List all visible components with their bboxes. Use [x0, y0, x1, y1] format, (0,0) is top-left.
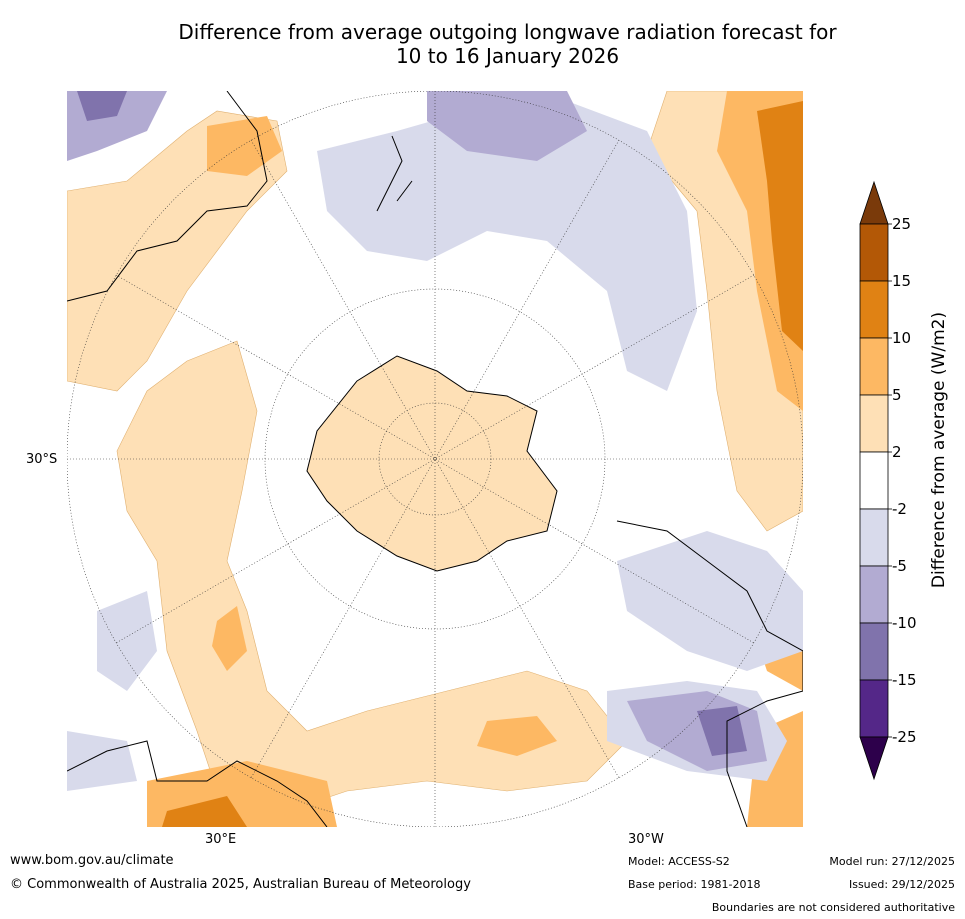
colorbar-tick-label: 5 — [892, 386, 902, 404]
colorbar-tick-label: 10 — [892, 329, 911, 347]
colorbar-swatch — [859, 508, 889, 567]
colorbar-ticks: 25 15 10 5 2 -2 -5 -10 -15 -25 — [888, 215, 917, 746]
colorbar-tick-label: 15 — [892, 272, 911, 290]
colorbar-swatches — [859, 180, 889, 781]
colorbar-swatch — [859, 622, 889, 681]
footer-model: Model: ACCESS-S2 — [628, 855, 730, 868]
colorbar-swatch — [859, 394, 889, 453]
footer-website: www.bom.gov.au/climate — [10, 853, 174, 868]
colorbar-swatch — [859, 451, 889, 510]
colorbar-label: Difference from average (W/m2) — [929, 312, 949, 588]
colorbar-extend-bottom — [859, 736, 889, 781]
footer-model-run: Model run: 27/12/2025 — [829, 855, 955, 868]
title-line-2: 10 to 16 January 2026 — [395, 44, 620, 68]
colorbar: 25 15 10 5 2 -2 -5 -10 -15 -25 Difference from av… — [859, 180, 949, 781]
colorbar-tick-label: -25 — [892, 728, 917, 746]
colorbar-swatch — [859, 337, 889, 396]
colorbar-swatch — [859, 280, 889, 339]
colorbar-tick-label: 2 — [892, 443, 902, 461]
chart-title: Difference from average outgoing longwav… — [0, 20, 965, 68]
footer-issued: Issued: 29/12/2025 — [848, 878, 955, 891]
lon-label-30w: 30°W — [628, 832, 664, 847]
colorbar-tick-label: 25 — [892, 215, 911, 233]
lat-label-30s: 30°S — [26, 452, 58, 467]
polar-map — [67, 91, 803, 827]
colorbar-tick-label: -15 — [892, 671, 917, 689]
footer-disclaimer: Boundaries are not considered authoritat… — [711, 901, 955, 914]
colorbar-tick-label: -10 — [892, 614, 917, 632]
colorbar-swatch — [859, 679, 889, 738]
title-line-1: Difference from average outgoing longwav… — [178, 20, 837, 44]
colorbar-tick-label: -2 — [892, 500, 907, 518]
colorbar-extend-top — [859, 180, 889, 225]
footer-copyright: © Commonwealth of Australia 2025, Austra… — [10, 877, 471, 892]
footer-base-period: Base period: 1981-2018 — [628, 878, 761, 891]
colorbar-swatch — [859, 223, 889, 282]
lon-label-30e: 30°E — [205, 832, 237, 847]
colorbar-tick-label: -5 — [892, 557, 907, 575]
colorbar-swatch — [859, 565, 889, 624]
